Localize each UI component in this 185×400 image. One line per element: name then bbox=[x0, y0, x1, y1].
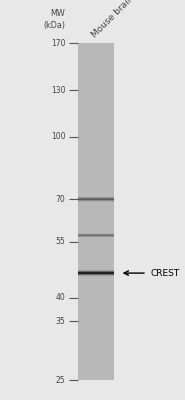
Text: Mouse brain: Mouse brain bbox=[90, 0, 135, 39]
Text: (kDa): (kDa) bbox=[43, 21, 65, 30]
Text: MW: MW bbox=[51, 9, 65, 18]
Text: 25: 25 bbox=[56, 376, 65, 385]
Text: 130: 130 bbox=[51, 86, 65, 95]
Text: 170: 170 bbox=[51, 39, 65, 48]
Bar bbox=[78, 43, 114, 380]
Text: 100: 100 bbox=[51, 132, 65, 141]
Text: 40: 40 bbox=[56, 293, 65, 302]
Text: 55: 55 bbox=[56, 237, 65, 246]
Text: 70: 70 bbox=[56, 195, 65, 204]
Text: CREST: CREST bbox=[151, 268, 180, 278]
Text: 35: 35 bbox=[56, 317, 65, 326]
